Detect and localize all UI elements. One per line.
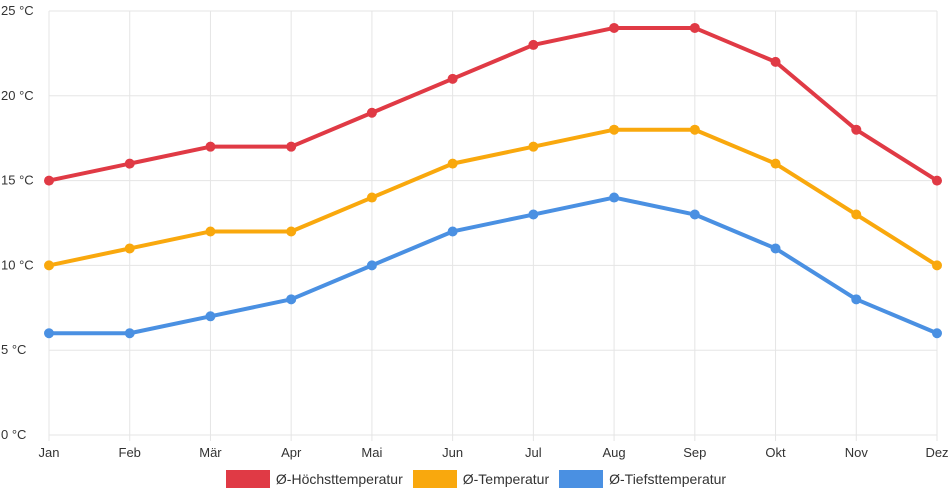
x-tick-label: Feb — [119, 445, 141, 460]
legend-label-mean: Ø-Temperatur — [462, 471, 550, 487]
legend-label-high: Ø-Höchsttemperatur — [275, 471, 403, 487]
data-point[interactable] — [609, 192, 620, 203]
y-tick-label: 20 °C — [1, 88, 34, 103]
x-tick-label: Sep — [683, 445, 706, 460]
series-1 — [44, 124, 942, 271]
x-tick-label: Mär — [199, 445, 222, 460]
data-point[interactable] — [932, 328, 942, 339]
legend-item-high[interactable]: Ø-Höchsttemperatur — [225, 470, 403, 488]
data-point[interactable] — [609, 124, 620, 135]
data-point[interactable] — [205, 141, 216, 152]
data-point[interactable] — [932, 175, 942, 186]
x-tick-label: Jan — [39, 445, 60, 460]
legend-label-low: Ø-Tiefsttemperatur — [609, 471, 727, 487]
data-point[interactable] — [851, 124, 862, 135]
y-axis-ticks: 0 °C 5 °C 10 °C 15 °C 20 °C 25 °C — [1, 3, 34, 442]
data-point[interactable] — [770, 158, 781, 169]
data-point[interactable] — [932, 260, 942, 271]
data-point[interactable] — [44, 260, 54, 271]
series-line — [47, 25, 939, 183]
data-point[interactable] — [689, 22, 700, 33]
y-tick-label: 0 °C — [1, 427, 26, 442]
data-point[interactable] — [689, 124, 700, 135]
data-point[interactable] — [689, 209, 700, 220]
y-tick-label: 15 °C — [1, 173, 34, 188]
chart-canvas: 0 °C 5 °C 10 °C 15 °C 20 °C 25 °C Jan Feb Mär Ap… — [1, 3, 949, 460]
series-line — [47, 195, 939, 336]
data-point[interactable] — [286, 294, 297, 305]
data-point[interactable] — [851, 294, 862, 305]
legend-item-mean[interactable]: Ø-Temperatur — [412, 470, 550, 488]
data-point[interactable] — [44, 175, 54, 186]
data-point[interactable] — [124, 158, 135, 169]
x-tick-label: Mai — [361, 445, 382, 460]
data-point[interactable] — [124, 243, 135, 254]
data-point[interactable] — [366, 107, 377, 118]
data-point[interactable] — [205, 226, 216, 237]
x-tick-label: Aug — [603, 445, 626, 460]
x-tick-label: Jun — [442, 445, 463, 460]
legend-swatch-high — [225, 470, 270, 488]
data-point[interactable] — [851, 209, 862, 220]
series-0 — [44, 22, 942, 186]
data-point[interactable] — [447, 226, 458, 237]
data-point[interactable] — [44, 328, 54, 339]
data-point[interactable] — [366, 260, 377, 271]
data-point[interactable] — [205, 311, 216, 322]
legend-swatch-mean — [412, 470, 457, 488]
x-tick-label: Jul — [525, 445, 542, 460]
x-tick-label: Dez — [925, 445, 948, 460]
data-point[interactable] — [286, 141, 297, 152]
x-axis-ticks: Jan Feb Mär Apr Mai Jun Jul Aug Sep Okt Nov Dez — [39, 445, 949, 460]
x-tick-label: Nov — [845, 445, 869, 460]
y-tick-label: 25 °C — [1, 3, 34, 18]
data-point[interactable] — [528, 39, 539, 50]
legend-swatch-low — [559, 470, 604, 488]
x-tick-label: Okt — [765, 445, 786, 460]
data-point[interactable] — [770, 56, 781, 67]
data-point[interactable] — [528, 141, 539, 152]
data-point[interactable] — [286, 226, 297, 237]
data-point[interactable] — [447, 73, 458, 84]
x-tick-label: Apr — [281, 445, 302, 460]
data-point[interactable] — [609, 22, 620, 33]
series-lines — [44, 22, 942, 339]
legend: Ø-Höchsttemperatur Ø-Temperatur Ø-Tiefst… — [0, 470, 952, 488]
y-tick-label: 10 °C — [1, 257, 34, 272]
series-2 — [44, 192, 942, 339]
series-line — [47, 127, 939, 268]
grid — [48, 10, 938, 441]
data-point[interactable] — [770, 243, 781, 254]
legend-item-low[interactable]: Ø-Tiefsttemperatur — [559, 470, 726, 488]
data-point[interactable] — [447, 158, 458, 169]
data-point[interactable] — [528, 209, 539, 220]
data-point[interactable] — [366, 192, 377, 203]
data-point[interactable] — [124, 328, 135, 339]
y-tick-label: 5 °C — [1, 342, 26, 357]
